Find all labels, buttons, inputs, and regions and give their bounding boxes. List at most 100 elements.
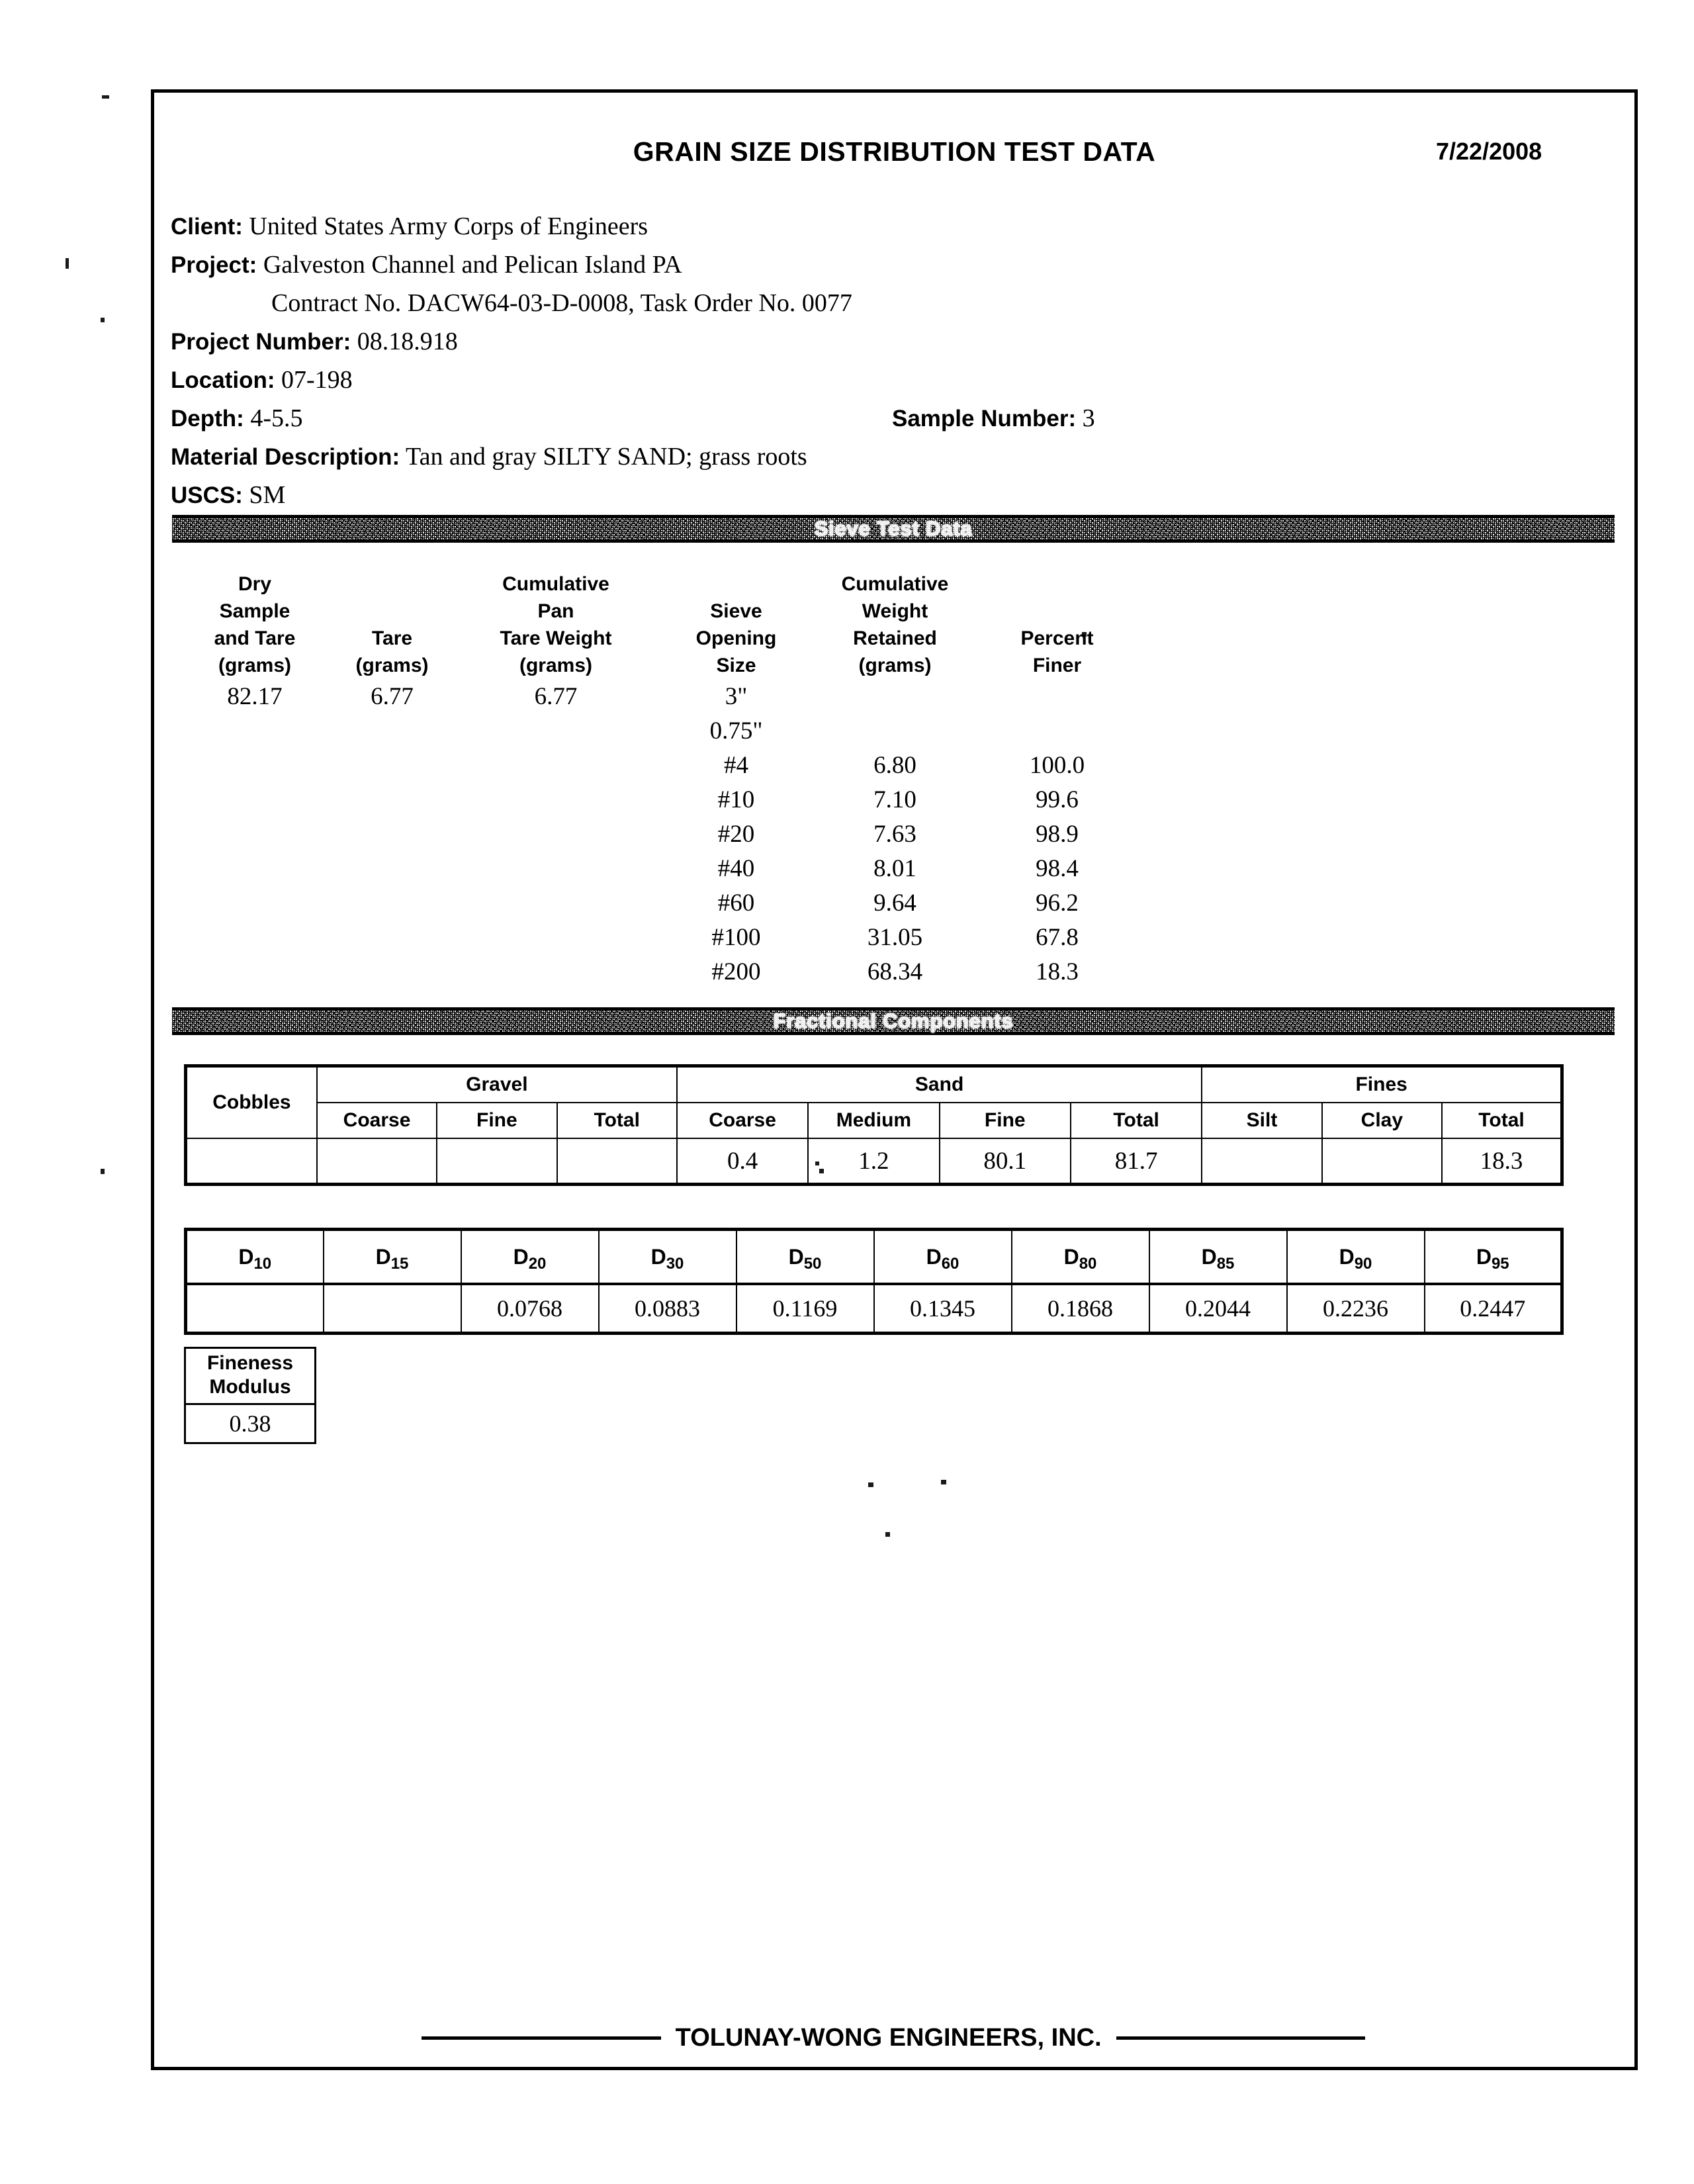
location-label: Location: [171, 367, 275, 393]
cell-sieve-size: #10 [717, 786, 755, 813]
table-row: #10 7.10 99.6 [179, 782, 1138, 817]
cell-cum-pan-tare-weight [453, 817, 658, 851]
cell-dry-sample-and-tare [179, 782, 331, 817]
subcol-sand-fine: Fine [938, 1102, 1071, 1139]
cell-cum-pan-tare-weight [453, 782, 658, 817]
cell-cum-weight-retained: 31.05 [867, 923, 923, 951]
cell-sieve-size: #200 [711, 958, 761, 985]
cell-tare [331, 782, 453, 817]
cell-tare [331, 713, 453, 748]
location-value: 07-198 [281, 366, 353, 394]
report-date: 7/22/2008 [1436, 138, 1542, 165]
cell-cum-weight-retained [814, 713, 976, 748]
meta-row-location: Location: 07-198 [171, 365, 1613, 404]
col-percent-finer: Percent Finer [1020, 627, 1094, 676]
scan-speck [1082, 632, 1087, 637]
col-d80: D80 [1010, 1228, 1150, 1285]
col-tare: Tare (grams) [355, 627, 429, 676]
fractional-components-table: Cobbles Gravel Sand Fines Coarse Fine To… [183, 1064, 1564, 1186]
cell-cum-weight-retained: 8.01 [873, 854, 916, 882]
sieve-test-data-table: Dry Sample and Tare (grams) Tare (grams)… [179, 570, 1138, 989]
value-sand-fine: 80.1 [938, 1138, 1071, 1186]
table-row: #4 6.80 100.0 [179, 748, 1138, 782]
table-row: #40 8.01 98.4 [179, 851, 1138, 886]
cell-percent-finer: 99.6 [1036, 786, 1079, 813]
section-banner-label: Sieve Test Data [814, 517, 973, 540]
scan-speck [66, 258, 69, 269]
cell-tare: 6.77 [371, 682, 414, 710]
cell-sieve-size: #60 [717, 889, 755, 917]
value-d20: 0.0768 [460, 1283, 600, 1335]
group-fines: Fines [1201, 1064, 1564, 1103]
meta-row-project: Project: Galveston Channel and Pelican I… [171, 250, 1613, 289]
uscs-value: SM [249, 481, 286, 509]
depth-label: Depth: [171, 406, 244, 432]
cell-cum-pan-tare-weight [453, 954, 658, 989]
cell-cum-pan-tare-weight: 6.77 [534, 682, 578, 710]
col-d15: D15 [322, 1228, 462, 1285]
col-d85: D85 [1148, 1228, 1288, 1285]
uscs-label: USCS: [171, 482, 243, 508]
subcol-fines-total: Total [1441, 1102, 1564, 1139]
cell-percent-finer: 67.8 [1036, 923, 1079, 951]
col-d90: D90 [1286, 1228, 1425, 1285]
cell-cum-pan-tare-weight [453, 748, 658, 782]
cell-cum-weight-retained: 68.34 [867, 958, 923, 985]
col-d50: D50 [735, 1228, 875, 1285]
cell-dry-sample-and-tare [179, 954, 331, 989]
subcol-sand-medium: Medium [807, 1102, 940, 1139]
cell-cum-weight-retained [814, 679, 976, 713]
table-row: #60 9.64 96.2 [179, 886, 1138, 920]
group-sand: Sand [676, 1064, 1203, 1103]
section-banner-fractional-components: Fractional Components [172, 1007, 1615, 1035]
depth-value: 4-5.5 [250, 404, 303, 432]
value-d90: 0.2236 [1286, 1283, 1425, 1335]
value-gravel-coarse [316, 1138, 438, 1186]
cell-dry-sample-and-tare [179, 748, 331, 782]
value-d10 [184, 1283, 324, 1335]
sample-number-value: 3 [1082, 404, 1095, 432]
value-cobbles [183, 1138, 318, 1186]
col-d60: D60 [873, 1228, 1012, 1285]
group-cobbles: Cobbles [183, 1064, 318, 1139]
value-d95: 0.2447 [1423, 1283, 1564, 1335]
fineness-modulus-value-row: 0.38 [184, 1403, 316, 1444]
scan-speck [102, 95, 109, 99]
value-fines-total: 18.3 [1441, 1138, 1564, 1186]
cell-cum-weight-retained: 6.80 [873, 751, 916, 779]
fineness-modulus-label: Fineness Modulus [184, 1347, 316, 1405]
cell-percent-finer: 96.2 [1036, 889, 1079, 917]
page-border [151, 89, 1638, 2070]
subcol-gravel-total: Total [556, 1102, 678, 1139]
value-d80: 0.1868 [1010, 1283, 1150, 1335]
cell-cum-pan-tare-weight [453, 920, 658, 954]
project-number-label: Project Number: [171, 329, 351, 355]
d-values-row: 0.0768 0.0883 0.1169 0.1345 0.1868 0.204… [184, 1283, 1564, 1335]
cell-cum-pan-tare-weight [453, 713, 658, 748]
cell-tare [331, 920, 453, 954]
value-sand-total: 81.7 [1069, 1138, 1203, 1186]
cell-cum-pan-tare-weight [453, 886, 658, 920]
company-name: TOLUNAY-WONG ENGINEERS, INC. [675, 2024, 1102, 2052]
meta-row-client: Client: United States Army Corps of Engi… [171, 212, 1613, 250]
cell-dry-sample-and-tare [179, 920, 331, 954]
cell-sieve-size: 3" [725, 682, 748, 710]
cell-dry-sample-and-tare: 82.17 [227, 682, 283, 710]
cell-tare [331, 817, 453, 851]
col-cumulative-weight-retained: Cumulative Weight Retained (grams) [841, 573, 949, 676]
value-d30: 0.0883 [598, 1283, 737, 1335]
col-d95: D95 [1423, 1228, 1564, 1285]
cell-cum-weight-retained: 7.63 [873, 820, 916, 848]
material-description-label: Material Description: [171, 444, 400, 470]
col-d30: D30 [598, 1228, 737, 1285]
value-sand-coarse: 0.4 [676, 1138, 809, 1186]
cell-percent-finer: 100.0 [1029, 751, 1085, 779]
material-description-value: Tan and gray SILTY SAND; grass roots [406, 443, 807, 471]
scan-speck [101, 318, 105, 322]
client-value: United States Army Corps of Engineers [249, 212, 648, 240]
footer-rule-left [421, 2036, 661, 2040]
contract-value: Contract No. DACW64-03-D-0008, Task Orde… [271, 289, 852, 317]
cell-dry-sample-and-tare [179, 851, 331, 886]
subcol-gravel-fine: Fine [436, 1102, 558, 1139]
